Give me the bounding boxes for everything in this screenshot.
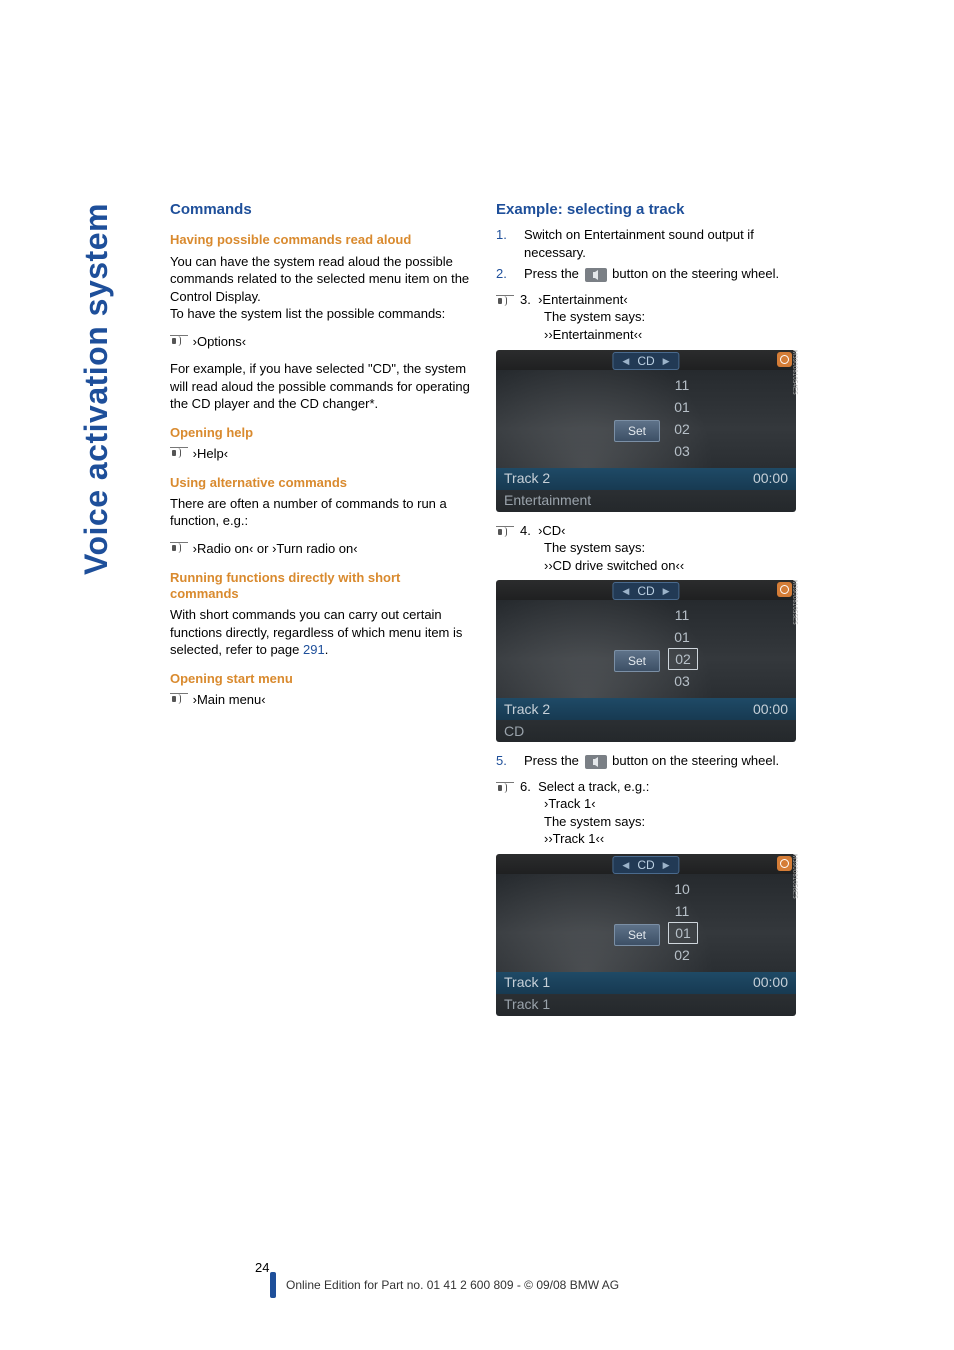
steps-list-2: 5. Press the button on the steering whee… [496, 752, 796, 770]
entertainment-command: ›Entertainment‹ [538, 292, 628, 307]
help-command-line: ›Help‹ [170, 445, 470, 463]
step-5b: button on the steering wheel. [609, 753, 780, 768]
options-followup: For example, if you have selected "CD", … [170, 360, 470, 413]
page: Voice activation system Commands Having … [0, 0, 954, 1350]
step-number: 5. [496, 752, 514, 770]
alt-command: ›Radio on‹ or ›Turn radio on‹ [193, 541, 358, 556]
heading-opening-help: Opening help [170, 425, 470, 441]
heading-start-menu: Opening start menu [170, 671, 470, 687]
step-number: 4. [520, 523, 538, 538]
voice-icon [496, 295, 514, 309]
page-number: 24 [255, 1260, 269, 1275]
step-5-text: Press the button on the steering wheel. [524, 752, 779, 770]
read-aloud-body: You can have the system read aloud the p… [170, 253, 470, 323]
footer-text: Online Edition for Part no. 01 41 2 600 … [286, 1278, 619, 1292]
screenshot-track1: ◀CD▶ 10110102 Set Track 100:00 Track 1 M… [496, 854, 796, 1016]
step-5a: Press the [524, 753, 583, 768]
step-4-sys: The system says: [520, 539, 796, 557]
step-number: 1. [496, 226, 514, 261]
heading-short-commands: Running functions directly with short co… [170, 570, 470, 603]
step-6-line: 6. Select a track, e.g.: [520, 778, 796, 796]
heading-read-aloud: Having possible commands read aloud [170, 232, 470, 248]
step-number: 3. [520, 292, 538, 307]
voice-icon [170, 447, 188, 461]
help-command: ›Help‹ [193, 446, 228, 461]
step-2b: button on the steering wheel. [609, 266, 780, 281]
step-6: 6. Select a track, e.g.: ›Track 1‹ The s… [496, 778, 796, 848]
content: Commands Having possible commands read a… [170, 200, 844, 1026]
heading-commands: Commands [170, 200, 470, 220]
options-command: ›Options‹ [193, 334, 246, 349]
step-4-line: 4. ›CD‹ [520, 522, 796, 540]
short-body-b: . [325, 642, 329, 657]
step-2: 2. Press the button on the steering whee… [496, 265, 796, 283]
screenshot-entertainment: ◀CD▶ 11010203 Set Track 200:00 Entertain… [496, 350, 796, 512]
step-6-say: ››Track 1‹‹ [520, 830, 796, 848]
step-2-text: Press the button on the steering wheel. [524, 265, 779, 283]
footer-tick [270, 1272, 276, 1298]
page-link-291[interactable]: 291 [303, 642, 325, 657]
options-command-line: ›Options‹ [170, 333, 470, 351]
main-menu-command-line: ›Main menu‹ [170, 691, 470, 709]
step-5: 5. Press the button on the steering whee… [496, 752, 796, 770]
step-3-say: ››Entertainment‹‹ [520, 326, 796, 344]
step-number: 2. [496, 265, 514, 283]
right-column: Example: selecting a track 1. Switch on … [496, 200, 796, 1026]
step-3: 3. ›Entertainment‹ The system says: ››En… [496, 291, 796, 344]
heading-alt-commands: Using alternative commands [170, 475, 470, 491]
step-2a: Press the [524, 266, 583, 281]
voice-icon [496, 782, 514, 796]
screenshot-cd: ◀CD▶ 11010203 Set Track 200:00 CD M39008… [496, 580, 796, 742]
cd-command: ›CD‹ [538, 523, 565, 538]
voice-icon [496, 526, 514, 540]
voice-icon [170, 542, 188, 556]
step-3-line: 3. ›Entertainment‹ [520, 291, 796, 309]
step-3-sys: The system says: [520, 308, 796, 326]
alt-body: There are often a number of commands to … [170, 495, 470, 530]
steps-list: 1. Switch on Entertainment sound output … [496, 226, 796, 283]
step-6-lead: Select a track, e.g.: [538, 779, 649, 794]
main-menu-command: ›Main menu‹ [193, 692, 266, 707]
step-1-text: Switch on Entertainment sound output if … [524, 226, 796, 261]
voice-icon [170, 335, 188, 349]
step-1: 1. Switch on Entertainment sound output … [496, 226, 796, 261]
voice-icon [170, 693, 188, 707]
step-number: 6. [520, 779, 538, 794]
alt-command-line: ›Radio on‹ or ›Turn radio on‹ [170, 540, 470, 558]
step-4-say: ››CD drive switched on‹‹ [520, 557, 796, 575]
step-4: 4. ›CD‹ The system says: ››CD drive swit… [496, 522, 796, 575]
heading-example: Example: selecting a track [496, 200, 796, 220]
step-6-sys: The system says: [520, 813, 796, 831]
footer: Online Edition for Part no. 01 41 2 600 … [270, 1275, 619, 1295]
short-body: With short commands you can carry out ce… [170, 606, 470, 659]
side-title: Voice activation system [78, 203, 115, 575]
steering-voice-button-icon [585, 268, 607, 282]
track1-command: ›Track 1‹ [520, 795, 796, 813]
left-column: Commands Having possible commands read a… [170, 200, 470, 1026]
steering-voice-button-icon [585, 755, 607, 769]
